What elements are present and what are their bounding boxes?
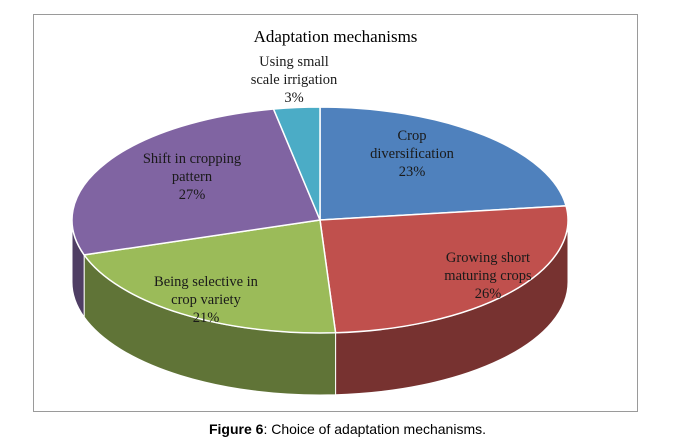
pie-top-layer [71, 106, 569, 334]
pie-labels-layer: Crop diversification 23% Growing short matur… [143, 54, 532, 326]
slice-label-4: Using small scale irrigation 3% [251, 54, 338, 106]
pie-slice-1 [319, 205, 569, 334]
pie-slice-0 [319, 106, 568, 221]
slice-label-1: Growing short maturing crops 26% [444, 250, 532, 302]
figure-label: Figure 6 [208, 421, 264, 437]
pie-slice-2 [82, 219, 337, 334]
slice-label-0: Crop diversification 23% [370, 128, 455, 180]
slice-label-2: Being selective in crop variety 21% [154, 274, 259, 326]
figure-caption: Figure 6: Choice of adaptation mechanism… [0, 421, 695, 437]
caption-text: : Choice of adaptation mechanisms. [263, 421, 487, 437]
chart-title: Adaptation mechanisms [253, 27, 418, 46]
pie-slice-3 [71, 108, 322, 256]
slice-label-3: Shift in cropping pattern 27% [143, 151, 241, 203]
pie-slice-4 [272, 106, 321, 221]
